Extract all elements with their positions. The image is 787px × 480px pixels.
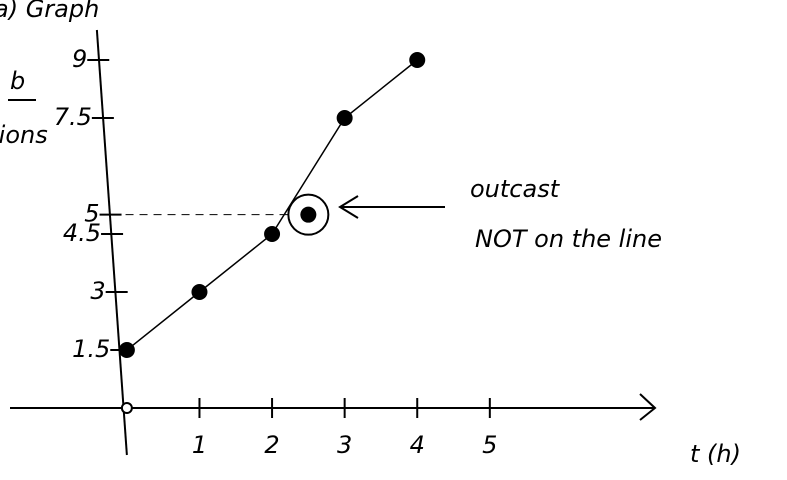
data-point bbox=[191, 284, 207, 300]
data-point bbox=[409, 52, 425, 68]
x-tick-label: 1 bbox=[192, 431, 207, 459]
x-tick-label: 3 bbox=[337, 431, 352, 459]
x-tick-label: 2 bbox=[264, 431, 279, 459]
y-tick-label: 1.5 bbox=[72, 335, 110, 363]
y-tick-label: 9 bbox=[72, 45, 87, 73]
y-axis-symbol: b bbox=[10, 67, 25, 95]
x-tick-label: 5 bbox=[482, 431, 497, 459]
annotation: outcast bbox=[470, 175, 561, 203]
y-tick-label: 3 bbox=[90, 277, 105, 305]
y-tick-label: 5 bbox=[84, 200, 99, 228]
data-line bbox=[127, 60, 417, 350]
x-tick-label: 4 bbox=[410, 431, 425, 459]
data-point bbox=[337, 110, 353, 126]
data-point bbox=[264, 226, 280, 242]
origin bbox=[122, 403, 132, 413]
y-axis bbox=[97, 30, 127, 455]
chart: a) Graph b lions t (h) outcast NOT on th… bbox=[0, 0, 787, 480]
chart-title: a) Graph bbox=[0, 0, 99, 23]
x-axis-label: t (h) bbox=[690, 440, 741, 468]
data-point bbox=[119, 342, 135, 358]
y-axis-label: lions bbox=[0, 121, 48, 149]
annotation: NOT on the line bbox=[475, 225, 662, 253]
y-tick-label: 7.5 bbox=[54, 103, 92, 131]
data-point bbox=[300, 207, 316, 223]
